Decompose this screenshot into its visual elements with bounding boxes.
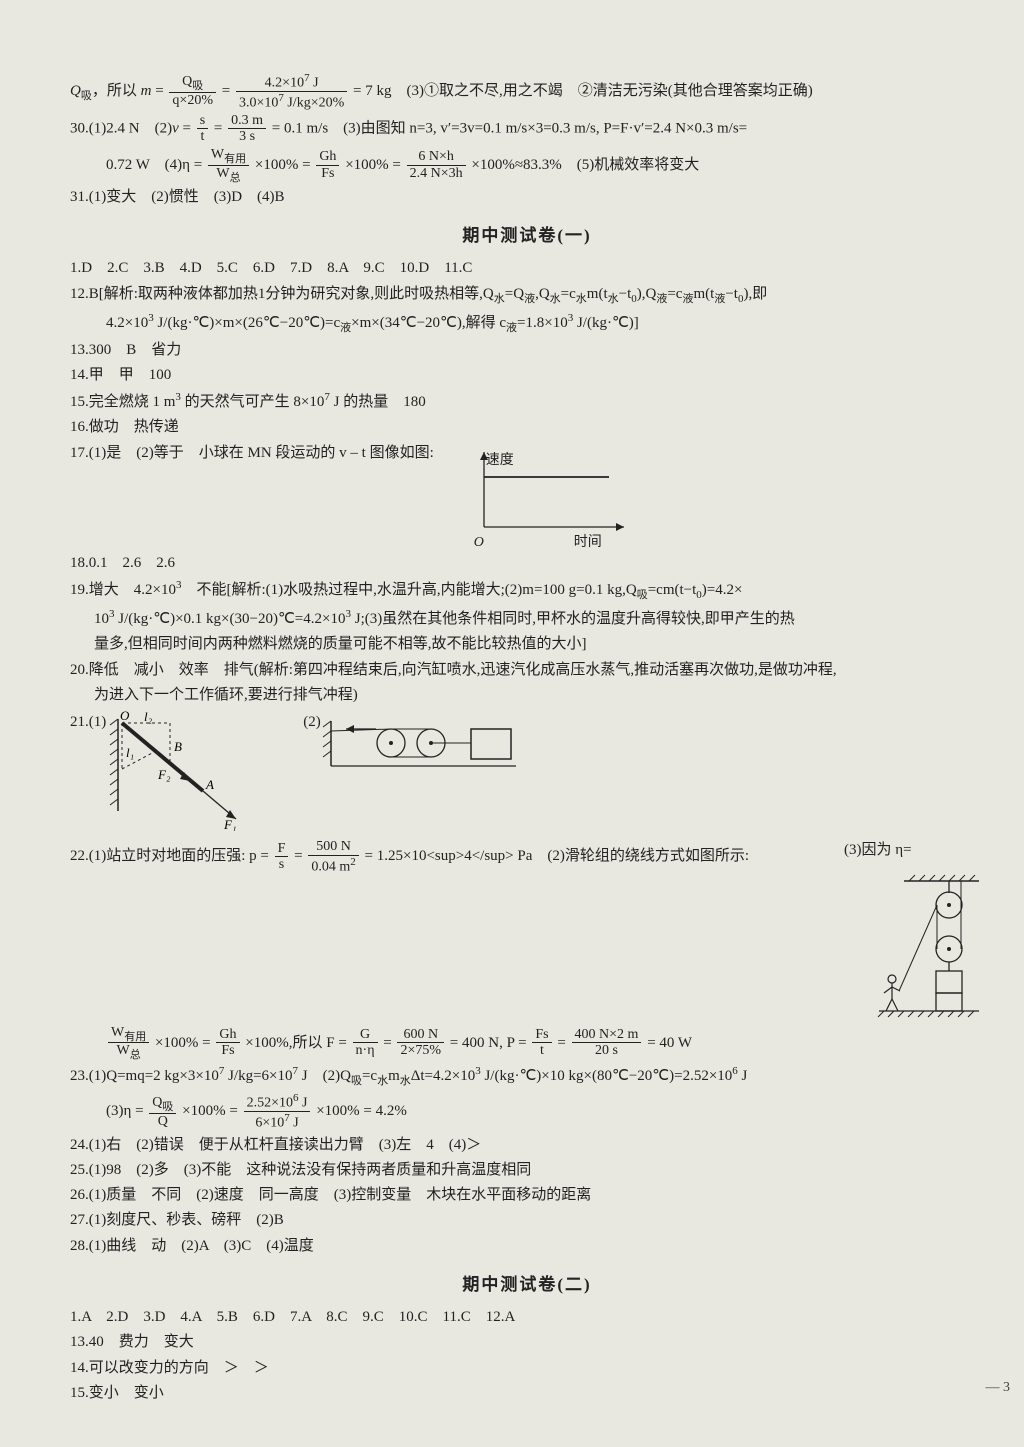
s1-q13: 13.300 B 省力	[70, 339, 984, 362]
vt-graph: 速度 O 时间	[464, 442, 634, 550]
fraction: Gn·η	[353, 1027, 378, 1059]
svg-text:l₁: l₁	[126, 745, 134, 760]
q31: 31.(1)变大 (2)惯性 (3)D (4)B	[70, 186, 984, 209]
q22-right-col: (3)因为 η=	[844, 837, 984, 864]
q21-fig1: 21.(1) O l₂	[70, 711, 243, 831]
page-number: — 3	[986, 1377, 1011, 1399]
s2-q15: 15.变小 变小	[70, 1382, 984, 1405]
s1-q25: 25.(1)98 (2)多 (3)不能 这种说法没有保持两者质量和升高温度相同	[70, 1159, 984, 1182]
eq: =	[151, 83, 167, 99]
fraction: 0.3 m3 s	[228, 113, 266, 145]
svg-text:F₂: F₂	[157, 767, 171, 782]
pulley-vertical-svg	[864, 871, 984, 1021]
section-title-1: 期中测试卷(一)	[70, 223, 984, 249]
txt: = 1.25×10<sup>4</sup> Pa (2)滑轮组的绕线方式如图所示…	[365, 848, 750, 864]
s1-q22d: W有用W总 ×100% = GhFs ×100%,所以 F = Gn·η = 6…	[70, 1025, 984, 1062]
s1-q16: 16.做功 热传递	[70, 416, 984, 439]
q22c: (3)因为 η=	[844, 839, 984, 862]
s1-q27: 27.(1)刻度尺、秒表、磅秤 (2)B	[70, 1209, 984, 1232]
txt: ×100%≈83.3% (5)机械效率将变大	[471, 157, 699, 173]
txt: ×100% = 4.2%	[316, 1103, 407, 1119]
s1-q23b: (3)η = Q吸Q ×100% = 2.52×106 J6×107 J ×10…	[70, 1092, 984, 1131]
s1-q12b: 4.2×103 J/(kg·℃)×m×(26℃−20℃)=c液×m×(34℃−2…	[70, 310, 984, 337]
txt: (3)η =	[106, 1103, 147, 1119]
s1-q26: 26.(1)质量 不同 (2)速度 同一高度 (3)控制变量 木块在水平面移动的…	[70, 1184, 984, 1207]
txt: ，所以	[92, 83, 141, 99]
s2-q13: 13.40 费力 变大	[70, 1331, 984, 1354]
v: v	[172, 120, 179, 136]
fraction: Q吸q×20%	[169, 74, 216, 108]
svg-text:O: O	[120, 711, 130, 723]
vt-ylabel: 速度	[486, 450, 514, 472]
pulley-vertical-figure	[70, 871, 984, 1021]
q30-line-2: 0.72 W (4)η = W有用W总 ×100% = GhFs ×100% =…	[70, 147, 984, 184]
txt: = 400 N, P =	[450, 1034, 531, 1050]
q-sub: 吸	[81, 90, 92, 102]
fraction: 500 N0.04 m2	[308, 839, 358, 874]
txt: 0.72 W (4)η =	[106, 157, 206, 173]
fraction: GhFs	[316, 149, 339, 181]
s1-q14: 14.甲 甲 100	[70, 364, 984, 387]
fraction: Fs	[275, 841, 289, 873]
s1-q19c: 量多,但相同时间内两种燃料燃烧的质量可能不相等,故不能比较热值的大小]	[70, 633, 984, 656]
vt-xlabel: 时间	[574, 532, 602, 554]
fraction: 6 N×h2.4 N×3h	[407, 149, 466, 181]
s2-mc: 1.A 2.D 3.D 4.A 5.B 6.D 7.A 8.C 9.C 10.C…	[70, 1306, 984, 1329]
txt: = 40 W	[647, 1034, 692, 1050]
m-var: m	[141, 83, 152, 99]
s1-q22a: 22.(1)站立时对地面的压强: p = Fs = 500 N0.04 m2 =…	[70, 839, 844, 874]
s1-q23a: 23.(1)Q=mq=2 kg×3×107 J/kg=6×107 J (2)Q吸…	[70, 1063, 984, 1090]
pulley-horizontal-svg	[321, 711, 521, 781]
fraction: Fst	[532, 1027, 551, 1059]
s1-q12a: 12.B[解析:取两种液体都加热1分钟为研究对象,则此时吸热相等,Q水=Q液,Q…	[70, 283, 984, 308]
txt: ×100%,所以 F =	[245, 1034, 350, 1050]
s1-q17: 17.(1)是 (2)等于 小球在 MN 段运动的 v – t 图像如图:	[70, 442, 434, 465]
q21-label1: 21.(1)	[70, 711, 106, 734]
fraction: 4.2×107 J3.0×107 J/kg×20%	[236, 72, 347, 111]
fraction: st	[197, 113, 208, 145]
s1-q19b: 103 J/(kg·℃)×0.1 kg×(30−20)℃=4.2×103 J;(…	[70, 606, 984, 631]
s1-q28: 28.(1)曲线 动 (2)A (3)C (4)温度	[70, 1235, 984, 1258]
s1-q19a: 19.增大 4.2×103 不能[解析:(1)水吸热过程中,水温升高,内能增大;…	[70, 577, 984, 604]
q-symbol: Q	[70, 83, 81, 99]
s1-q17-row: 17.(1)是 (2)等于 小球在 MN 段运动的 v – t 图像如图: 速度…	[70, 442, 984, 550]
q30-line-1: 30.(1)2.4 N (2)v = st = 0.3 m3 s = 0.1 m…	[70, 113, 984, 145]
txt: ×100% =	[155, 1034, 214, 1050]
vt-origin: O	[474, 532, 484, 554]
s1-q20a: 20.降低 减小 效率 排气(解析:第四冲程结束后,向汽缸喷水,迅速汽化成高压水…	[70, 659, 984, 682]
section-title-2: 期中测试卷(二)	[70, 1272, 984, 1298]
s1-q20b: 为进入下一个工作循环,要进行排气冲程)	[70, 684, 984, 707]
fraction: Q吸Q	[149, 1095, 176, 1129]
s1-q15: 15.完全燃烧 1 m3 的天然气可产生 8×107 J 的热量 180	[70, 389, 984, 414]
fraction: 400 N×2 m20 s	[572, 1027, 642, 1059]
q21-label2: (2)	[303, 711, 321, 734]
s1-mc: 1.D 2.C 3.B 4.D 5.C 6.D 7.D 8.A 9.C 10.D…	[70, 257, 984, 280]
fraction: 600 N2×75%	[397, 1027, 444, 1059]
svg-text:l₂: l₂	[144, 711, 153, 724]
s1-q24: 24.(1)右 (2)错误 便于从杠杆直接读出力臂 (3)左 4 (4)＞	[70, 1134, 984, 1157]
s1-q18: 18.0.1 2.6 2.6	[70, 552, 984, 575]
svg-text:B: B	[174, 739, 182, 754]
q21-fig2: (2)	[303, 711, 521, 781]
q21-figure-row: 21.(1) O l₂	[70, 711, 984, 831]
fraction: W有用W总	[208, 147, 249, 184]
txt: = 0.1 m/s (3)由图知 n=3, v′=3v=0.1 m/s×3=0.…	[272, 120, 747, 136]
fraction: W有用W总	[108, 1025, 149, 1062]
txt: 22.(1)站立时对地面的压强: p =	[70, 848, 273, 864]
fraction: 2.52×106 J6×107 J	[244, 1092, 311, 1131]
s2-q14: 14.可以改变力的方向 ＞ ＞	[70, 1357, 984, 1380]
svg-text:A: A	[205, 777, 214, 792]
fraction: GhFs	[216, 1027, 239, 1059]
pre-line-1: Q吸，所以 m = Q吸q×20% = 4.2×107 J3.0×107 J/k…	[70, 72, 984, 111]
svg-text:F₁: F₁	[223, 817, 236, 831]
txt: ×100% =	[255, 157, 314, 173]
q30a: 30.(1)2.4 N (2)	[70, 120, 172, 136]
txt: = 7 kg (3)①取之不尽,用之不竭 ②清洁无污染(其他合理答案均正确)	[353, 83, 813, 99]
lever-diagram-svg: O l₂ l₁ B F₂ A F₁	[108, 711, 243, 831]
